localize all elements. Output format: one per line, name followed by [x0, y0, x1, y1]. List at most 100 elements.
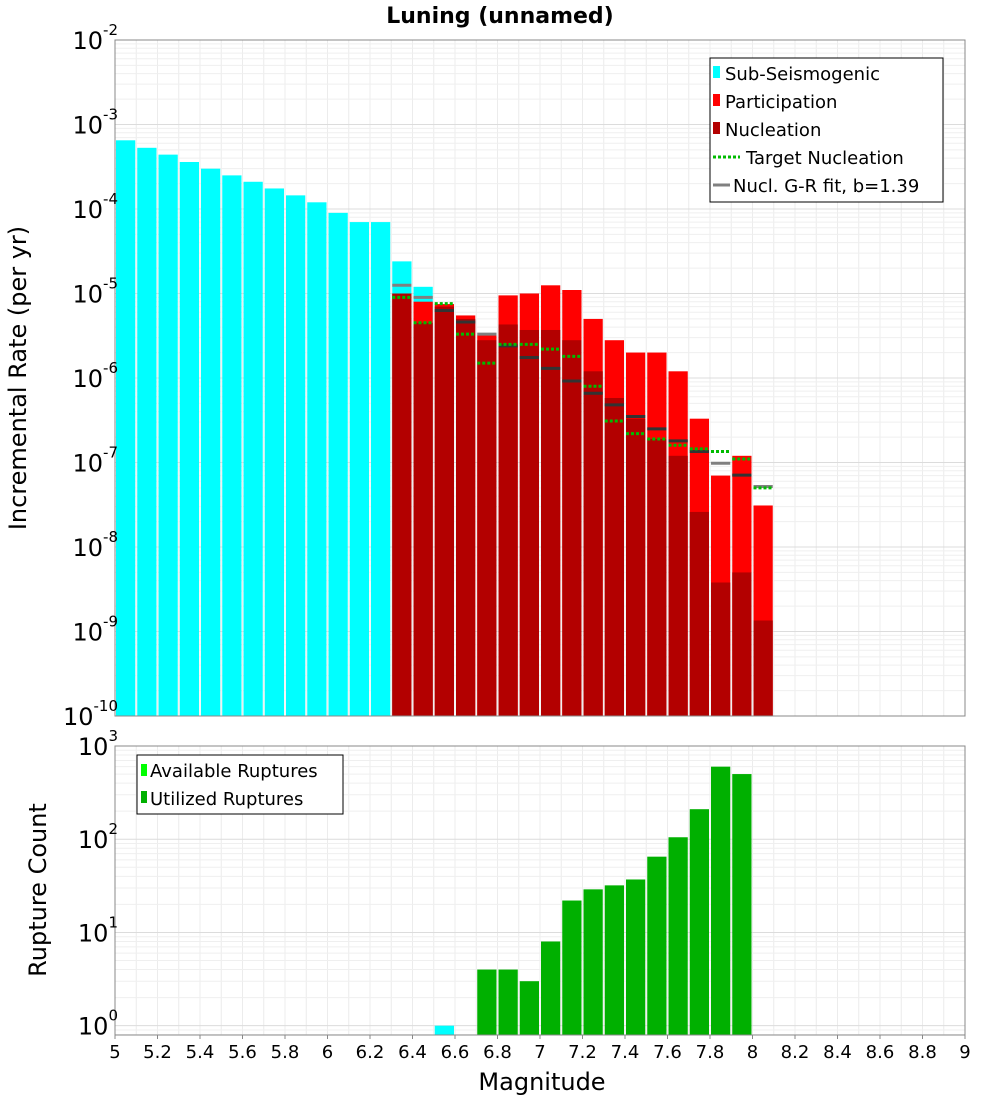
bottom-y-tick-label: 101: [78, 913, 118, 947]
bar-nucleation: [732, 572, 752, 716]
x-tick-label: 7.4: [611, 1042, 640, 1063]
x-ticks: 5 5.2 5.4 5.6 5.8 6 6.2 6.4 6.6 6.8 7 7.2 7.4 7.6 7.8 8…: [109, 1035, 971, 1063]
legend-swatch-available: [141, 764, 147, 776]
bottom-y-tick-label: 100: [78, 1007, 118, 1041]
bar-sub-seismogenic: [179, 161, 199, 716]
x-tick-label: 9: [959, 1042, 970, 1063]
x-tick-label: 8: [747, 1042, 758, 1063]
bar-utilized-ruptures: [604, 885, 624, 1035]
bar-sub-seismogenic: [264, 188, 284, 717]
legend-label-nucleation: Nucleation: [725, 120, 821, 141]
x-tick-label: 8.8: [908, 1042, 937, 1063]
bar-utilized-ruptures: [732, 774, 752, 1035]
bar-sub-seismogenic: [307, 202, 327, 716]
bar-nucleation: [498, 324, 518, 716]
bar-nucleation: [456, 318, 476, 716]
x-tick-label: 6.2: [356, 1042, 385, 1063]
x-tick-label: 6: [322, 1042, 333, 1063]
legend-swatch-utilized: [141, 791, 147, 803]
x-tick-label: 6.6: [441, 1042, 470, 1063]
top-bars: [116, 140, 773, 717]
top-y-tick-label: 10-2: [72, 21, 118, 55]
chart-title: Luning (unnamed): [386, 4, 614, 29]
bar-nucleation: [562, 340, 582, 716]
top-y-tick-label: 10-5: [72, 275, 118, 309]
bar-nucleation: [668, 455, 688, 716]
x-tick-label: 5.4: [186, 1042, 215, 1063]
legend-swatch-participation: [713, 94, 720, 106]
bar-sub-seismogenic: [222, 175, 242, 716]
bar-nucleation: [604, 397, 624, 716]
bar-utilized-ruptures: [583, 889, 603, 1035]
top-y-tick-label: 10-6: [72, 359, 118, 393]
legend-swatch-sub-seismogenic: [713, 66, 720, 78]
bar-utilized-ruptures: [519, 981, 539, 1035]
top-plot-frame: [114, 39, 966, 717]
legend-label-participation: Participation: [725, 92, 837, 113]
bottom-legend-box: [136, 754, 344, 815]
bar-nucleation: [434, 306, 454, 716]
bar-nucleation: [541, 329, 561, 716]
bottom-y-ticks: 100 101 102 103: [78, 727, 118, 1041]
bar-sub-seismogenic: [137, 147, 157, 716]
bar-utilized-ruptures: [711, 766, 731, 1035]
top-y-tick-label: 10-8: [72, 528, 118, 562]
bar-sub-seismogenic: [201, 168, 221, 717]
x-tick-label: 5.8: [271, 1042, 300, 1063]
bottom-bars: [434, 766, 752, 1035]
bar-nucleation: [689, 511, 709, 716]
legend-label-available: Available Ruptures: [150, 761, 318, 782]
bar-sub-seismogenic: [158, 154, 178, 717]
bar-nucleation: [583, 371, 603, 716]
x-axis-label: Magnitude: [478, 1068, 605, 1096]
bar-sub-seismogenic: [328, 212, 348, 716]
x-tick-label: 7.6: [653, 1042, 682, 1063]
x-tick-label: 8.2: [781, 1042, 810, 1063]
x-tick-label: 5.6: [228, 1042, 257, 1063]
bottom-y-tick-label: 102: [78, 820, 118, 854]
x-tick-label: 7: [534, 1042, 545, 1063]
top-y-tick-label: 10-7: [72, 444, 118, 478]
bar-sub-seismogenic: [243, 181, 263, 717]
bar-sub-seismogenic: [371, 222, 391, 716]
bar-nucleation: [711, 582, 731, 716]
x-tick-label: 5: [109, 1042, 120, 1063]
bar-utilized-ruptures: [498, 969, 518, 1035]
top-y-tick-label: 10-9: [72, 613, 118, 647]
bottom-y-tick-label: 103: [78, 727, 118, 761]
bar-utilized-ruptures: [668, 837, 688, 1035]
legend-label-sub-seismogenic: Sub-Seismogenic: [725, 64, 880, 85]
bar-sub-seismogenic: [286, 195, 306, 717]
top-legend: Sub-Seismogenic Participation Nucleation…: [709, 57, 944, 203]
legend-swatch-nucleation: [713, 122, 720, 134]
bar-nucleation: [413, 322, 433, 716]
bar-sub-seismogenic: [349, 222, 369, 716]
bar-utilized-ruptures: [562, 900, 582, 1035]
bar-nucleation: [477, 340, 497, 716]
top-y-tick-label: 10-3: [72, 106, 118, 140]
top-y-tick-label: 10-4: [72, 190, 118, 224]
top-y-ticks: 10-10 10-9 10-8 10-7 10-6 10-5 10-4 10-3 10-2: [63, 21, 118, 731]
x-tick-label: 5.2: [143, 1042, 172, 1063]
top-y-axis-label: Incremental Rate (per yr): [4, 226, 32, 530]
bar-nucleation: [519, 329, 539, 716]
x-tick-label: 8.6: [866, 1042, 895, 1063]
x-tick-label: 6.4: [398, 1042, 427, 1063]
bar-utilized-ruptures: [541, 941, 561, 1035]
bottom-y-axis-label: Rupture Count: [24, 803, 52, 977]
legend-label-target-nucleation: Target Nucleation: [745, 148, 904, 169]
bottom-legend: Available Ruptures Utilized Ruptures: [136, 754, 344, 815]
legend-label-utilized: Utilized Ruptures: [150, 789, 303, 810]
x-tick-label: 7.2: [568, 1042, 597, 1063]
x-tick-label: 6.8: [483, 1042, 512, 1063]
bar-nucleation: [392, 293, 412, 716]
x-tick-label: 8.4: [823, 1042, 852, 1063]
bar-utilized-ruptures: [434, 1025, 454, 1035]
bar-utilized-ruptures: [689, 809, 709, 1035]
top-y-tick-label: 10-10: [63, 697, 118, 731]
bar-utilized-ruptures: [477, 969, 497, 1035]
bar-nucleation: [626, 418, 646, 716]
bar-utilized-ruptures: [626, 879, 646, 1035]
x-tick-label: 7.8: [696, 1042, 725, 1063]
